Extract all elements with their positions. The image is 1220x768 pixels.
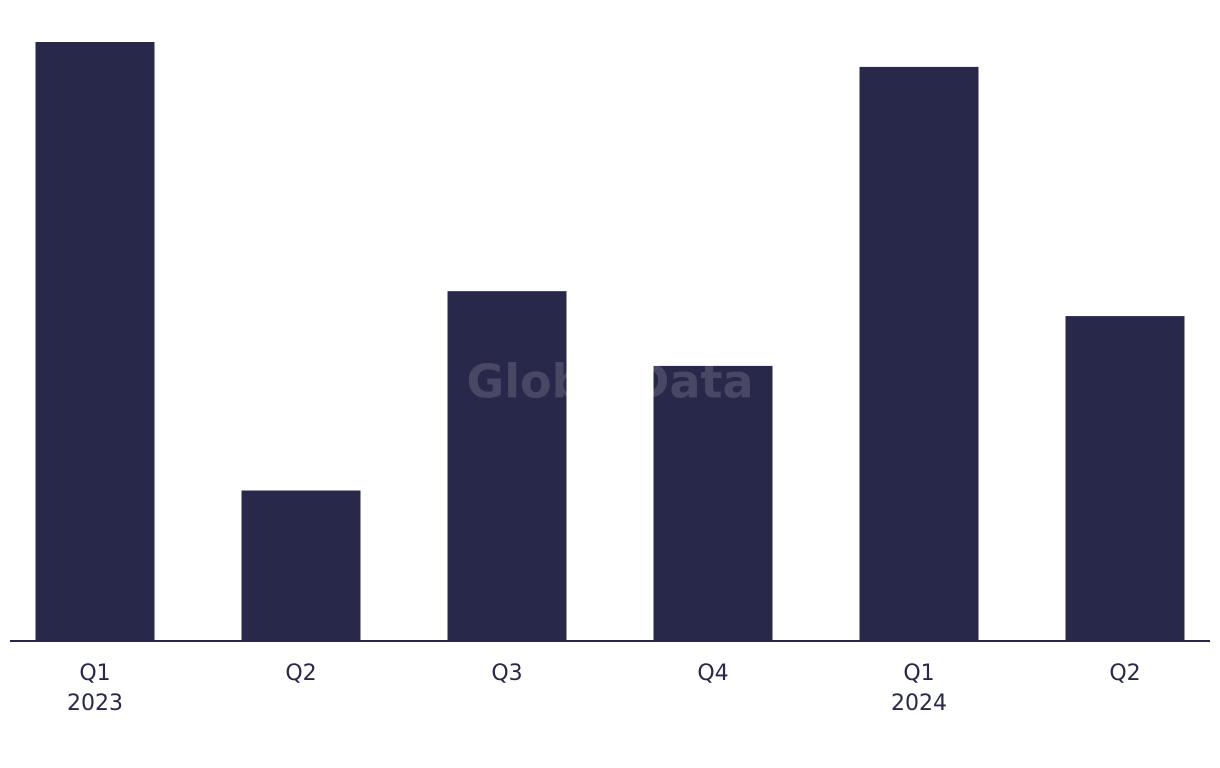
bar <box>447 291 567 640</box>
watermark: GlobalData <box>466 355 753 409</box>
bar <box>1065 316 1185 640</box>
x-tick-label: Q3 <box>491 661 522 686</box>
bar <box>653 365 773 640</box>
bar <box>35 42 155 640</box>
x-tick-label: Q1 <box>79 661 110 686</box>
bar <box>859 66 979 640</box>
x-tick-label: Q1 <box>903 661 934 686</box>
bar <box>241 490 361 640</box>
x-group-label: 2023 <box>67 691 123 716</box>
x-tick-label: Q2 <box>1109 661 1140 686</box>
x-tick-label: Q2 <box>285 661 316 686</box>
x-group-label: 2024 <box>891 691 947 716</box>
x-tick-label: Q4 <box>697 661 728 686</box>
